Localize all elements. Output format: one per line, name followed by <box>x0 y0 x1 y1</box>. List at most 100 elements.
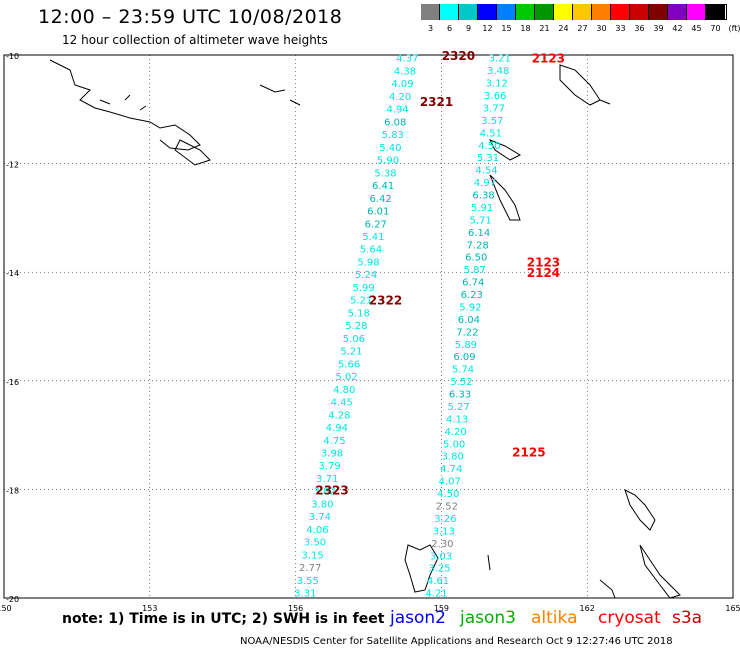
wave-height-point: 4.37 <box>396 54 418 65</box>
scale-tick-label: 70 <box>710 24 721 33</box>
wave-height-point: 4.13 <box>446 414 468 425</box>
wave-height-point: 5.89 <box>455 340 477 351</box>
wave-height-point: 2.77 <box>299 563 321 574</box>
wave-height-point: 3.80 <box>442 452 464 463</box>
x-tick-label: 159 <box>434 604 449 613</box>
wave-height-point: 4.20 <box>389 92 411 103</box>
time-label: 2322 <box>369 293 402 307</box>
wave-height-point: 4.50 <box>478 141 500 152</box>
wave-height-point: 4.45 <box>331 398 353 409</box>
wave-height-point: 6.74 <box>462 278 484 289</box>
wave-height-point: 3.13 <box>433 526 455 537</box>
x-tick-label: 165 <box>725 604 740 613</box>
coastline <box>488 139 522 161</box>
satellite-jason2: jason2 <box>390 608 446 628</box>
wave-height-point: 6.01 <box>367 207 389 218</box>
scale-tick-label: 36 <box>634 24 645 33</box>
wave-height-point: 5.02 <box>335 372 357 383</box>
wave-height-point: 4.50 <box>437 489 459 500</box>
wave-height-point: 4.20 <box>445 427 467 438</box>
y-tick-label: -12 <box>6 161 19 170</box>
scale-swatch <box>440 4 459 20</box>
wave-height-point: 5.52 <box>450 377 472 388</box>
wave-height-point: 4.54 <box>475 166 497 177</box>
wave-height-point: 3.79 <box>318 461 340 472</box>
scale-tick-label: 30 <box>596 24 607 33</box>
wave-height-point: 3.12 <box>486 79 508 90</box>
wave-height-point: 5.99 <box>353 283 375 294</box>
time-label: 2125 <box>512 445 545 459</box>
wave-height-point: 3.55 <box>297 576 319 587</box>
scale-tick-label: 39 <box>653 24 664 33</box>
wave-height-point: 3.82 <box>314 487 336 498</box>
wave-height-point: 2.30 <box>431 539 453 550</box>
scale-swatch <box>706 4 725 20</box>
satellite-altika: altika <box>531 608 578 628</box>
wave-height-point: 5.92 <box>459 302 481 313</box>
wave-height-point: 6.14 <box>468 228 490 239</box>
wave-height-point: 6.09 <box>453 352 475 363</box>
wave-height-point: 3.80 <box>311 499 333 510</box>
wave-height-point: 4.28 <box>328 410 350 421</box>
coastline <box>487 554 491 571</box>
time-label: 2323 <box>315 483 348 497</box>
y-tick-label: -10 <box>6 52 19 61</box>
wave-height-point: 4.07 <box>439 477 461 488</box>
satellite-jason3: jason3 <box>460 608 516 628</box>
wave-height-point: 3.15 <box>301 550 323 561</box>
wave-height-point: 3.57 <box>481 116 503 127</box>
scale-tick-label: 3 <box>427 24 434 33</box>
wave-height-point: 6.50 <box>465 253 487 264</box>
wave-height-point: 5.31 <box>477 153 499 164</box>
wave-height-point: 5.91 <box>471 203 493 214</box>
scale-swatch <box>649 4 668 20</box>
wave-height-point: 4.51 <box>480 128 502 139</box>
coastline <box>99 94 147 111</box>
scale-tick-label: 42 <box>672 24 683 33</box>
wave-height-point: 5.38 <box>374 168 396 179</box>
y-tick-label: -16 <box>6 378 19 387</box>
wave-height-point: 5.74 <box>452 365 474 376</box>
wave-height-point: 3.48 <box>487 66 509 77</box>
coastline <box>489 174 521 221</box>
x-tick-label: 153 <box>142 604 157 613</box>
wave-height-point: 3.77 <box>483 103 505 114</box>
wave-height-point: 5.41 <box>362 232 384 243</box>
time-label: 2320 <box>442 49 475 63</box>
wave-height-point: 6.38 <box>472 191 494 202</box>
coastline <box>404 544 439 593</box>
scale-tick-label: 21 <box>539 24 550 33</box>
wave-height-point: 5.18 <box>348 308 370 319</box>
y-tick-label: -18 <box>6 486 19 495</box>
scale-swatch <box>554 4 573 20</box>
scale-tick-label: 9 <box>465 24 472 33</box>
scale-tick-label: 33 <box>615 24 626 33</box>
y-tick-label: -14 <box>6 269 19 278</box>
wave-height-point: 3.31 <box>294 589 316 600</box>
wave-height-point: 5.40 <box>379 143 401 154</box>
plot-frame <box>3 54 734 599</box>
wave-height-point: 4.80 <box>333 385 355 396</box>
footnote: note: 1) Time is in UTC; 2) SWH is in fe… <box>62 611 385 627</box>
time-label: 2123 <box>527 255 560 269</box>
wave-height-point: 6.08 <box>384 117 406 128</box>
coastline <box>599 579 616 599</box>
wave-height-point: 3.50 <box>304 538 326 549</box>
wave-height-point: 4.38 <box>394 66 416 77</box>
scale-swatch <box>516 4 535 20</box>
wave-height-point: 5.64 <box>360 245 382 256</box>
scale-swatch <box>421 4 440 20</box>
scale-tick-label: 27 <box>577 24 588 33</box>
wave-height-point: 5.21 <box>340 347 362 358</box>
wave-height-point: 5.00 <box>443 439 465 450</box>
coastline <box>624 489 656 531</box>
wave-height-point: 4.09 <box>391 79 413 90</box>
wave-height-point: 3.25 <box>428 564 450 575</box>
scale-swatch <box>687 4 706 20</box>
wave-height-point: 4.97 <box>474 178 496 189</box>
wave-height-point: 5.06 <box>343 334 365 345</box>
page-subtitle: 12 hour collection of altimeter wave hei… <box>62 33 328 47</box>
wave-height-point: 3.26 <box>434 514 456 525</box>
wave-height-point: 3.03 <box>430 551 452 562</box>
